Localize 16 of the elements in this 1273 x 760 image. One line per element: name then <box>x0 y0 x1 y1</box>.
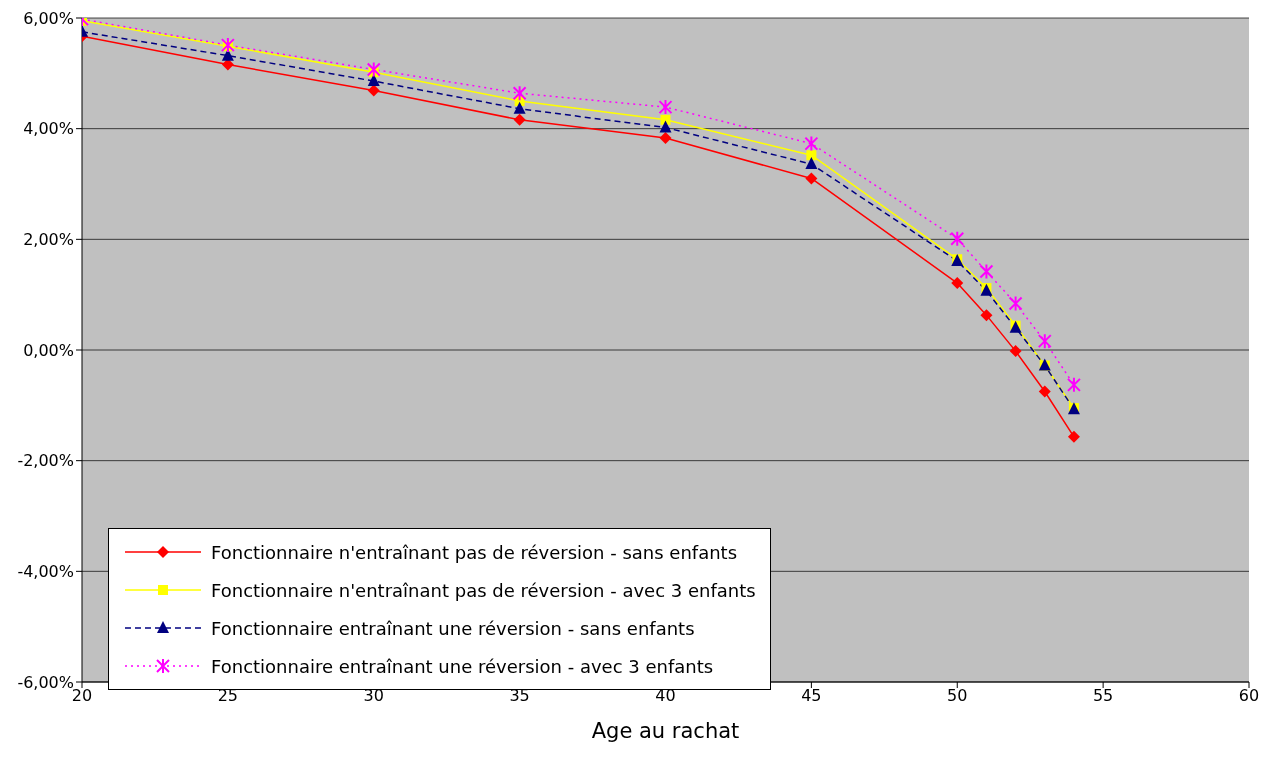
x-tick-label: 60 <box>1238 686 1260 706</box>
y-tick-label: 2,00% <box>23 230 74 250</box>
y-tick-label: -6,00% <box>17 672 74 692</box>
y-tick-label: -2,00% <box>17 451 74 471</box>
legend-label: Fonctionnaire n'entraînant pas de réversion - avec 3 enfants <box>211 579 756 601</box>
y-tick-label: -4,00% <box>17 562 74 582</box>
x-axis-title: Age au rachat <box>591 719 740 743</box>
legend-label: Fonctionnaire entraînant une réversion - sans enfants <box>211 617 695 639</box>
y-tick-label: 0,00% <box>23 340 74 360</box>
x-tick-label: 45 <box>801 686 822 706</box>
legend-label: Fonctionnaire n'entraînant pas de réversion - sans enfants <box>211 541 738 563</box>
legend-label: Fonctionnaire entraînant une réversion - avec 3 enfants <box>211 655 714 677</box>
y-tick-label: 4,00% <box>23 119 74 139</box>
x-tick-label: 55 <box>1092 686 1114 706</box>
x-tick-label: 50 <box>947 686 968 706</box>
y-tick-label: 6,00% <box>23 8 74 28</box>
